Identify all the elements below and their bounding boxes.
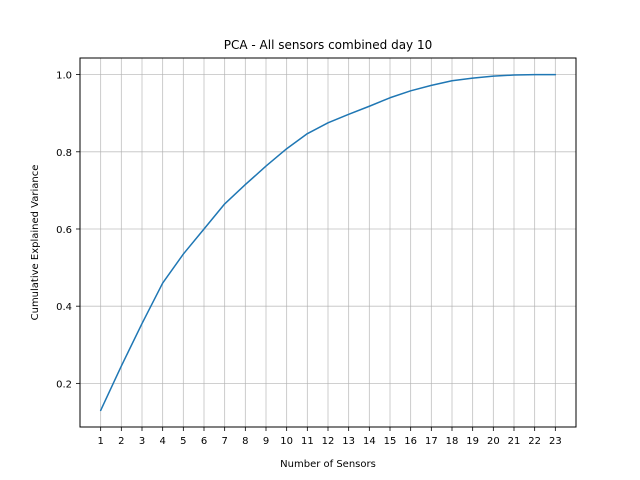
y-tick-label: 1.0	[56, 71, 72, 82]
x-tick-label: 14	[363, 436, 376, 447]
x-axis-label: Number of Sensors	[280, 459, 376, 470]
x-tick-label: 19	[466, 436, 479, 447]
x-tick-label: 21	[508, 436, 521, 447]
y-tick-label: 0.4	[56, 302, 72, 313]
x-tick-label: 13	[342, 436, 355, 447]
grid-lines	[80, 58, 576, 427]
y-axis-label: Cumulative Explained Variance	[30, 165, 41, 321]
x-tick-label: 15	[384, 436, 397, 447]
x-tick-label: 20	[487, 436, 500, 447]
x-tick-label: 12	[322, 436, 335, 447]
chart-title: PCA - All sensors combined day 10	[224, 38, 432, 52]
x-tick-label: 5	[180, 436, 186, 447]
x-tick-label: 4	[159, 436, 165, 447]
x-ticks: 1 2 3 4 5 6 7 8 9 10 11 12 13 14 15 16 17 18 19 20 21 22 23	[97, 427, 562, 447]
x-tick-label: 11	[301, 436, 314, 447]
x-tick-label: 6	[201, 436, 207, 447]
x-tick-label: 16	[404, 436, 417, 447]
y-tick-label: 0.2	[56, 379, 72, 390]
series-line	[99, 73, 557, 412]
x-tick-label: 2	[118, 436, 124, 447]
y-tick-label: 0.8	[56, 148, 72, 159]
x-tick-label: 7	[221, 436, 227, 447]
x-tick-label: 9	[263, 436, 269, 447]
x-tick-label: 8	[242, 436, 248, 447]
y-ticks: 0.2 0.4 0.6 0.8 1.0	[56, 71, 80, 390]
series-layer	[99, 73, 557, 412]
x-tick-label: 23	[549, 436, 562, 447]
x-tick-label: 17	[425, 436, 438, 447]
x-tick-label: 3	[139, 436, 145, 447]
x-tick-label: 1	[97, 436, 103, 447]
x-tick-label: 18	[446, 436, 459, 447]
x-tick-label: 10	[280, 436, 293, 447]
y-tick-label: 0.6	[56, 225, 72, 236]
x-tick-label: 22	[528, 436, 541, 447]
